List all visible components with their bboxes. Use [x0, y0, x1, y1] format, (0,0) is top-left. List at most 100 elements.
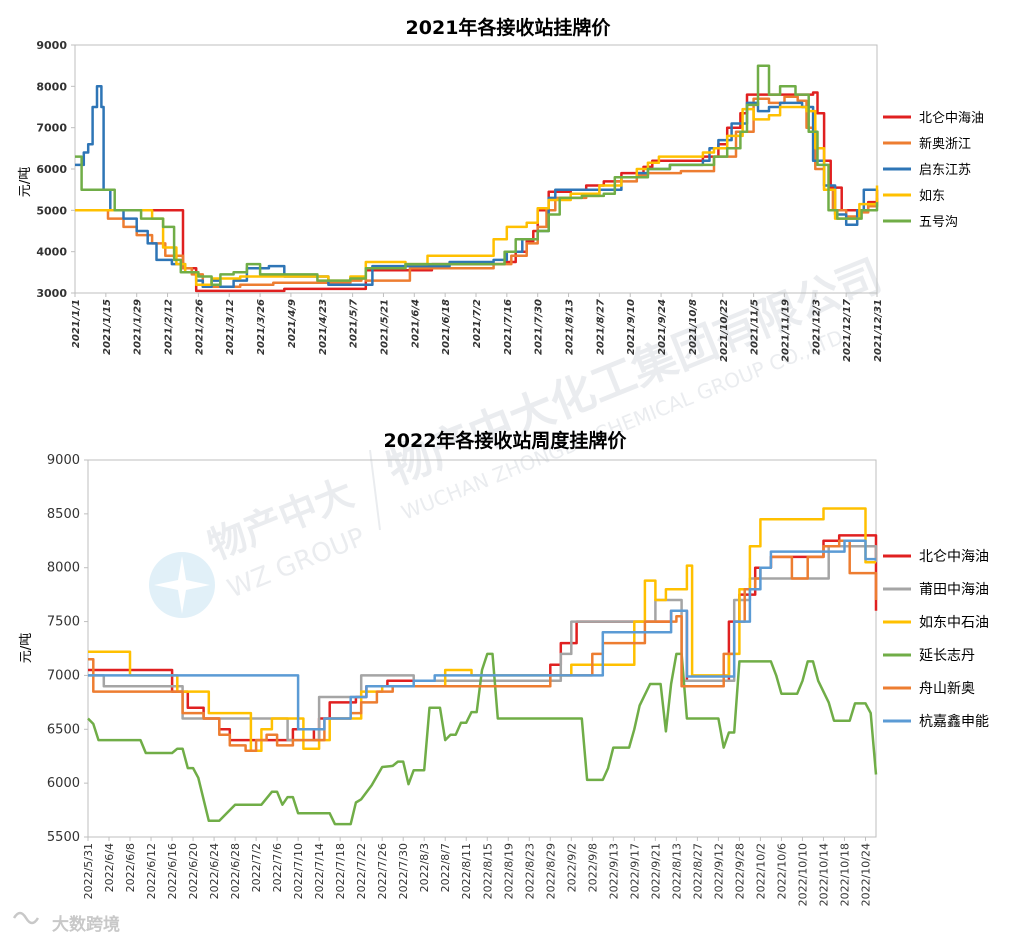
x-tick-label: 2022/10/6 — [775, 843, 788, 899]
x-tick-label: 2021/5/21 — [379, 299, 390, 355]
legend-label: 北仑中海油 — [919, 549, 989, 565]
legend-label: 启东江苏 — [919, 162, 971, 178]
y-tick-label: 5000 — [36, 204, 67, 217]
x-tick-label: 2021/12/3 — [811, 299, 822, 355]
x-tick-label: 2022/7/2 — [250, 843, 263, 892]
x-tick-label: 2021/1/15 — [102, 299, 113, 355]
x-tick-label: 2022/9/28 — [733, 843, 746, 899]
y-tick-label: 7500 — [47, 615, 80, 630]
legend-label: 北仑中海油 — [919, 111, 984, 126]
x-tick-label: 2022/6/28 — [229, 843, 242, 899]
x-tick-label: 2021/12/31 — [873, 299, 884, 362]
x-tick-label: 2022/8/27 — [691, 843, 704, 899]
x-tick-label: 2022/7/6 — [271, 843, 284, 892]
x-tick-label: 2021/3/12 — [225, 299, 236, 355]
chart-2021-plot: 3000 4000 5000 6000 7000 8000 9000 2021/1/1 2021… — [36, 39, 884, 362]
y-tick-label: 8500 — [47, 507, 80, 522]
x-tick-label: 2021/4/9 — [287, 299, 298, 348]
x-tick-label: 2022/6/12 — [145, 843, 158, 899]
x-tick-label: 2022/7/26 — [376, 843, 389, 899]
x-tick-label: 2021/8/13 — [565, 299, 576, 355]
x-tick-label: 2022/8/29 — [544, 843, 557, 899]
x-tick-label: 2022/8/11 — [460, 843, 473, 899]
footer-watermark: 大数跨境 — [52, 914, 120, 935]
x-tick-label: 2022/9/17 — [628, 843, 641, 899]
x-tick-label: 2022/10/18 — [838, 843, 851, 906]
y-tick-label: 4000 — [36, 246, 67, 259]
series-line — [87, 652, 878, 826]
chart-2021-ylabel: 元/吨 — [18, 167, 33, 197]
x-tick-label: 2021/10/8 — [688, 299, 699, 355]
x-tick-label: 2022/9/21 — [649, 843, 662, 899]
legend-label: 新奥浙江 — [919, 136, 971, 152]
x-tick-label: 2022/8/19 — [502, 843, 515, 899]
y-tick-label: 7000 — [47, 668, 80, 683]
x-tick-label: 2022/7/18 — [334, 843, 347, 899]
x-tick-label: 2022/6/16 — [166, 843, 179, 899]
x-tick-label: 2021/5/7 — [349, 299, 360, 348]
x-tick-label: 2021/7/16 — [503, 299, 514, 355]
chart-2022-plot: 5500 6000 6500 7000 7500 8000 8500 9000 2022/5/3… — [47, 453, 878, 906]
x-tick-label: 2022/8/13 — [670, 843, 683, 899]
y-tick-label: 7000 — [36, 122, 67, 135]
x-tick-label: 2022/7/22 — [355, 843, 368, 899]
chart-2021: 2021年各接收站挂牌价 元/吨 3000 4000 5000 6000 7000 800… — [18, 16, 984, 362]
x-tick-label: 2021/11/5 — [750, 299, 761, 355]
x-tick-label: 2021/6/4 — [410, 299, 421, 348]
x-tick-label: 2021/1/29 — [133, 299, 144, 355]
x-tick-label: 2022/8/3 — [418, 843, 431, 892]
series-line — [88, 507, 876, 753]
x-tick-label: 2021/6/18 — [441, 299, 452, 355]
x-tick-label: 2021/12/17 — [842, 299, 853, 362]
x-tick-label: 2022/9/2 — [565, 843, 578, 892]
chart-2021-title: 2021年各接收站挂牌价 — [406, 16, 612, 39]
x-tick-label: 2022/6/24 — [208, 843, 221, 899]
chart-2022-ylabel: 元/吨 — [19, 633, 34, 663]
y-tick-label: 5500 — [47, 830, 80, 845]
watermark-star-icon — [154, 556, 210, 614]
y-tick-label: 6000 — [47, 776, 80, 791]
x-tick-label: 2022/5/31 — [82, 843, 95, 899]
legend-label: 莆田中海油 — [919, 582, 989, 598]
chart-2022: 2022年各接收站周度挂牌价 元/吨 5500 6000 6500 7000 7500 8… — [19, 429, 989, 906]
y-tick-label: 6000 — [36, 163, 67, 176]
x-tick-label: 2022/6/20 — [187, 843, 200, 899]
legend-label: 如东中石油 — [919, 615, 989, 631]
x-tick-label: 2021/9/24 — [657, 299, 668, 355]
x-tick-label: 2022/10/24 — [859, 843, 872, 906]
series-line — [75, 64, 879, 286]
x-tick-label: 2021/8/27 — [595, 299, 606, 355]
x-tick-label: 2021/11/19 — [780, 299, 791, 362]
x-tick-label: 2022/8/23 — [523, 843, 536, 899]
x-tick-label: 2022/8/15 — [481, 843, 494, 899]
x-tick-label: 2021/7/30 — [534, 299, 545, 355]
x-tick-label: 2022/10/10 — [796, 843, 809, 906]
series-line — [75, 95, 879, 289]
x-tick-label: 2021/10/22 — [719, 299, 730, 362]
x-tick-label: 2021/1/1 — [71, 299, 82, 348]
x-tick-label: 2021/4/23 — [318, 299, 329, 355]
series-line — [75, 105, 879, 286]
x-tick-label: 2021/7/2 — [472, 299, 483, 348]
x-tick-label: 2021/2/12 — [164, 299, 175, 355]
x-tick-label: 2022/9/8 — [586, 843, 599, 892]
plot-area-frame — [87, 459, 877, 838]
x-tick-label: 2022/8/7 — [439, 843, 452, 892]
series-line — [75, 85, 877, 289]
watermark-divider — [369, 449, 381, 531]
footer-logo-icon — [12, 911, 40, 925]
y-tick-label: 8000 — [47, 561, 80, 576]
x-tick-label: 2022/9/13 — [607, 843, 620, 899]
x-tick-label: 2021/2/26 — [194, 299, 205, 355]
y-tick-label: 3000 — [36, 287, 67, 300]
legend-label: 舟山新奥 — [919, 680, 975, 697]
x-tick-label: 2022/10/2 — [754, 843, 767, 899]
x-tick-label: 2022/7/14 — [313, 843, 326, 899]
y-tick-label: 9000 — [47, 453, 80, 468]
y-tick-label: 9000 — [36, 39, 67, 52]
x-tick-label: 2022/6/4 — [103, 843, 116, 892]
legend-label: 延长志丹 — [919, 648, 975, 664]
chart-2022-title: 2022年各接收站周度挂牌价 — [384, 429, 628, 452]
